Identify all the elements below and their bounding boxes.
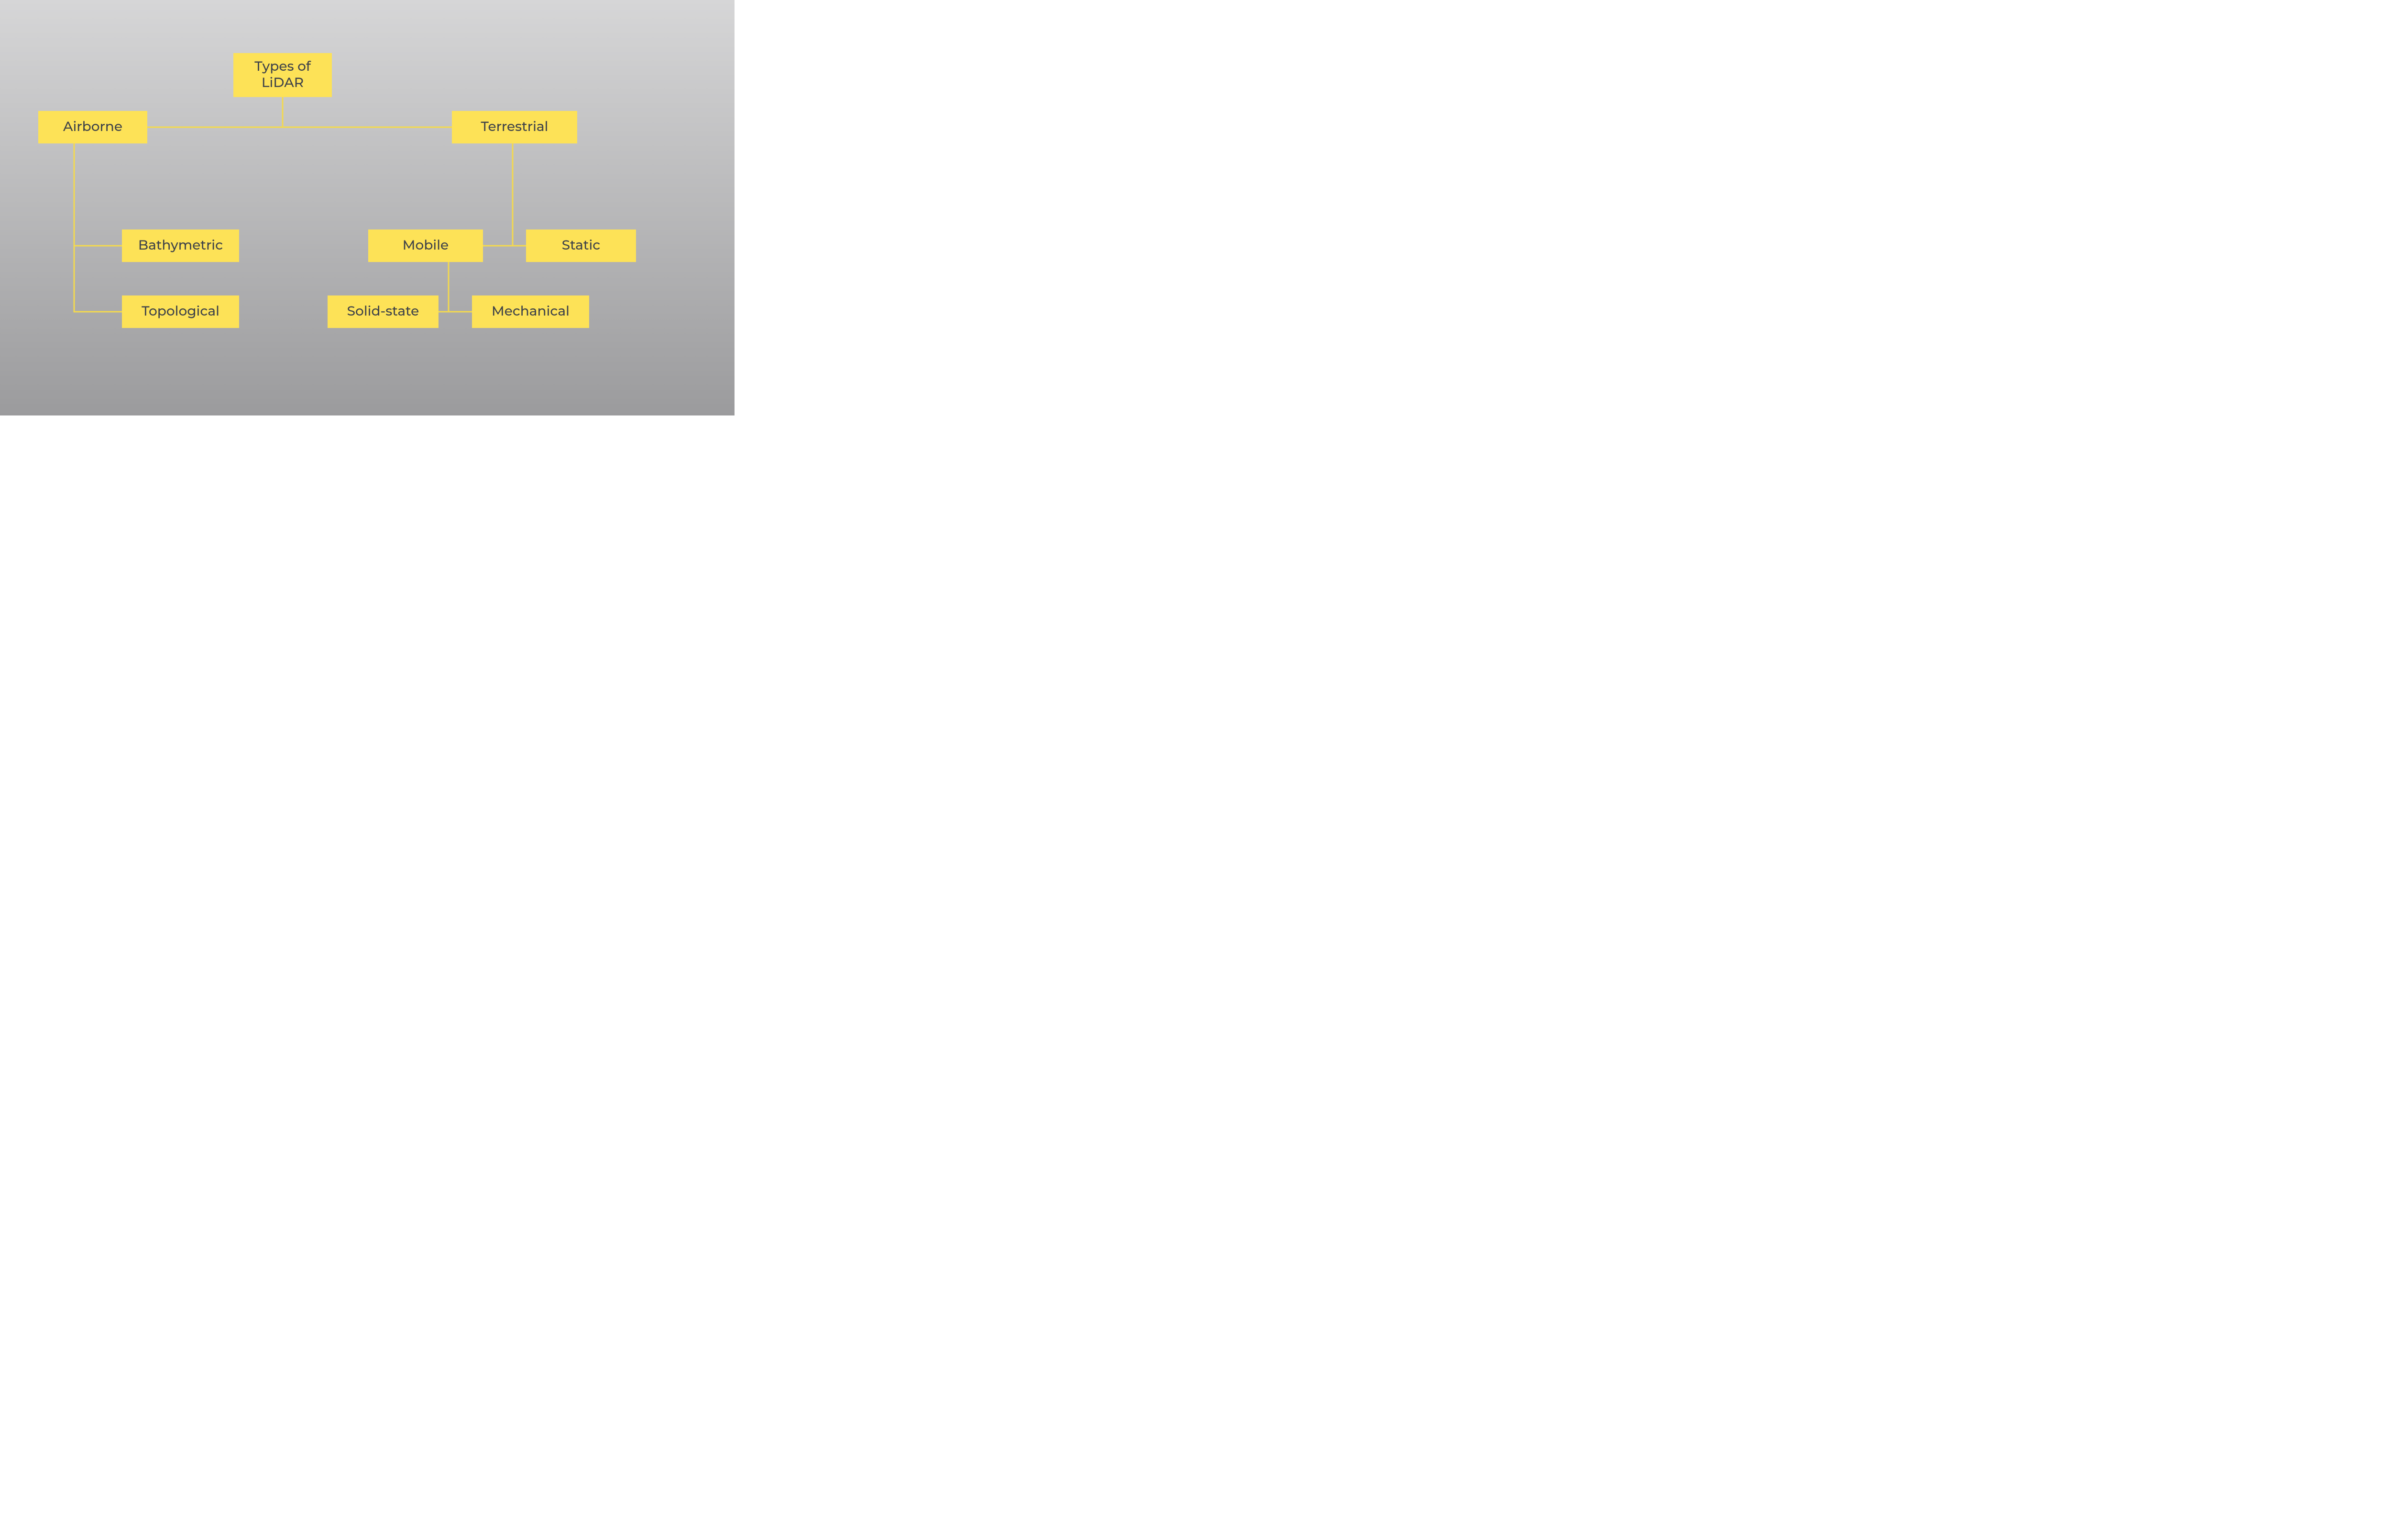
node-mobile: Mobile <box>368 229 483 262</box>
node-label: Topological <box>142 304 219 320</box>
node-label: Terrestrial <box>481 119 548 135</box>
node-root: Types of LiDAR <box>233 53 332 97</box>
node-solidstate: Solid-state <box>328 295 439 328</box>
node-label: Solid-state <box>347 304 419 320</box>
node-label: Bathymetric <box>138 238 223 254</box>
node-bathymetric: Bathymetric <box>122 229 239 262</box>
node-mechanical: Mechanical <box>472 295 589 328</box>
diagram-edges <box>0 0 735 415</box>
node-label: Airborne <box>63 119 122 135</box>
node-static: Static <box>526 229 636 262</box>
node-label: Mechanical <box>492 304 570 320</box>
node-topological: Topological <box>122 295 239 328</box>
node-airborne: Airborne <box>38 111 147 143</box>
node-label: Types of LiDAR <box>254 59 311 91</box>
node-terrestrial: Terrestrial <box>452 111 577 143</box>
node-label: Mobile <box>403 238 449 254</box>
edge <box>74 143 122 312</box>
diagram-canvas: Types of LiDAR Airborne Terrestrial Bathyme… <box>0 0 735 415</box>
node-label: Static <box>562 238 601 254</box>
